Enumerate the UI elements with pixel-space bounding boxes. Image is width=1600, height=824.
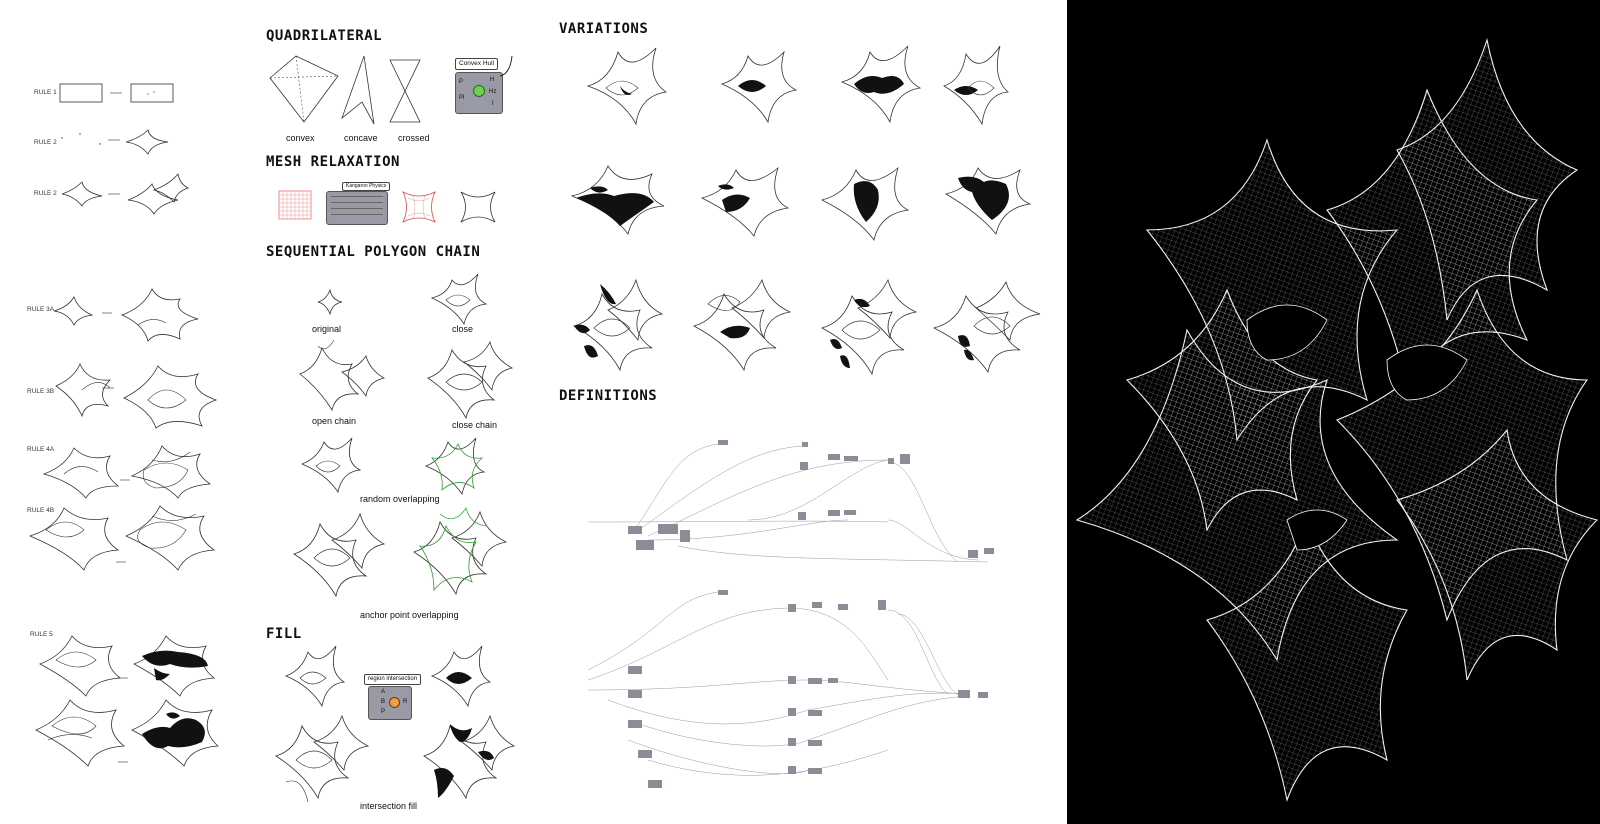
variation-thumb xyxy=(944,167,1032,235)
section-title: QUADRILATERAL xyxy=(266,28,383,44)
grasshopper-definition-2 xyxy=(587,590,988,788)
region-intersection-icon xyxy=(389,697,400,708)
variation-thumb xyxy=(943,45,1009,126)
region-intersection-component[interactable]: region intersection A B P R xyxy=(362,674,422,720)
kangaroo-component[interactable]: Kangaroo Physics xyxy=(322,182,392,228)
rule-3b-diagram xyxy=(55,363,218,429)
caption: crossed xyxy=(398,133,430,143)
component-label: region intersection xyxy=(364,674,422,685)
section-title: MESH RELAXATION xyxy=(266,154,400,170)
render-panel xyxy=(1067,0,1600,824)
section-title: VARIATIONS xyxy=(559,21,649,37)
variation-thumb xyxy=(692,278,792,372)
variation-thumb xyxy=(570,165,665,235)
mesh-render xyxy=(1075,37,1599,802)
fill-result-small xyxy=(430,645,492,708)
rule-label: RULE 2 xyxy=(34,190,57,197)
variation-thumb xyxy=(720,50,798,124)
rule-4a-diagram xyxy=(42,445,212,499)
mesh-grid-relaxed xyxy=(402,191,436,223)
rule-label: RULE 3A xyxy=(27,306,55,313)
caption: close xyxy=(452,324,474,334)
overlap-random-result xyxy=(424,437,486,496)
caption: close chain xyxy=(452,420,498,430)
component-label: Kangaroo Physics xyxy=(342,182,391,191)
rule-4b-diagram xyxy=(28,505,216,571)
chain-close-full xyxy=(427,340,514,420)
variation-thumb xyxy=(700,166,790,237)
variation-thumb xyxy=(840,45,922,124)
rule-label: RULE 5 xyxy=(30,631,53,638)
caption: concave xyxy=(344,133,378,143)
convex-hull-icon xyxy=(473,85,485,97)
section-title: DEFINITIONS xyxy=(559,388,658,404)
component-body: A B P R xyxy=(368,686,412,720)
component-label: Convex Hull xyxy=(455,58,499,70)
chain-original xyxy=(317,288,343,316)
convex-hull-component[interactable]: Convex Hull P Pl H Hz I xyxy=(452,55,524,120)
overlap-random-source xyxy=(300,437,362,494)
rule-2b-diagram xyxy=(61,173,190,215)
variation-thumb xyxy=(820,166,910,241)
rule-label: RULE 1 xyxy=(34,89,57,96)
chain-open xyxy=(299,339,386,412)
rule-label: RULE 4B xyxy=(27,507,55,514)
grasshopper-definition-1 xyxy=(587,440,994,563)
rule-3a-diagram xyxy=(53,288,199,342)
mesh-grid-flat xyxy=(278,190,312,220)
rule-label: RULE 2 xyxy=(34,139,57,146)
caption: convex xyxy=(286,133,315,143)
fill-result-large xyxy=(423,714,516,800)
component-body xyxy=(326,191,388,225)
caption: intersection fill xyxy=(360,801,418,811)
section-title: SEQUENTIAL POLYGON CHAIN xyxy=(266,244,481,260)
caption: original xyxy=(312,324,342,334)
variation-thumb xyxy=(572,278,664,372)
rule-1-diagram xyxy=(59,83,174,103)
rule-label: RULE 3B xyxy=(27,388,55,395)
component-body: P Pl H Hz I xyxy=(455,72,503,114)
rule-2-diagram xyxy=(61,129,169,155)
overlap-anchor-result xyxy=(413,507,508,596)
fill-source-large xyxy=(275,714,370,803)
caption: random overlapping xyxy=(360,494,440,504)
wire-icon xyxy=(499,55,513,77)
overlap-anchor-source xyxy=(293,512,386,598)
caption: open chain xyxy=(312,416,357,426)
relaxed-outline xyxy=(460,191,496,223)
variation-thumb xyxy=(820,278,918,376)
quadrilateral-diagrams xyxy=(269,55,421,125)
chain-close xyxy=(430,273,488,326)
variation-thumb xyxy=(586,47,668,126)
rule-label: RULE 4A xyxy=(27,446,55,453)
caption: anchor point overlapping xyxy=(360,610,459,620)
variation-thumb xyxy=(932,280,1041,374)
section-title: FILL xyxy=(266,626,302,642)
fill-source-small xyxy=(284,645,346,708)
rule-5-diagram xyxy=(35,635,219,767)
